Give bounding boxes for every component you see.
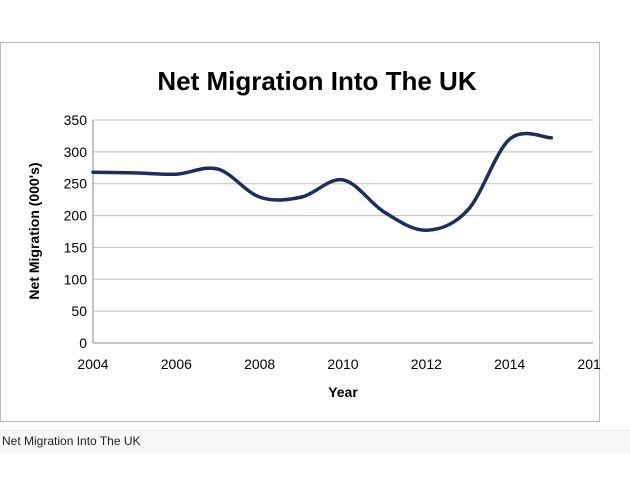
y-tick-label: 150 xyxy=(64,239,88,255)
x-tick-label: 2004 xyxy=(77,356,108,372)
y-tick-label: 100 xyxy=(64,271,88,287)
y-tick-label: 0 xyxy=(79,335,87,351)
y-tick-label: 250 xyxy=(64,176,88,192)
image-caption: Net Migration Into The UK xyxy=(2,434,141,448)
chart-container: Net Migration Into The UK 0 50 100 150 200 25… xyxy=(0,42,601,422)
x-tick-label: 2006 xyxy=(161,356,192,372)
y-tick-label: 300 xyxy=(64,144,88,160)
y-tick-label: 50 xyxy=(71,303,87,319)
image-caption-bar: Net Migration Into The UK xyxy=(0,430,630,453)
line-chart: Net Migration Into The UK 0 50 100 150 200 25… xyxy=(26,66,601,400)
y-tick-label: 350 xyxy=(64,112,88,128)
y-tick-label: 200 xyxy=(64,208,88,224)
x-tick-label: 2008 xyxy=(244,356,275,372)
chart-title: Net Migration Into The UK xyxy=(157,66,476,96)
x-tick-label: 2012 xyxy=(411,356,442,372)
x-tick-label: 2016 xyxy=(577,356,601,372)
x-tick-label: 2014 xyxy=(494,356,525,372)
series-line xyxy=(91,131,554,232)
x-axis-label: Year xyxy=(328,384,358,400)
y-axis-label: Net Migration (000's) xyxy=(26,162,42,299)
x-tick-label: 2010 xyxy=(327,356,358,372)
